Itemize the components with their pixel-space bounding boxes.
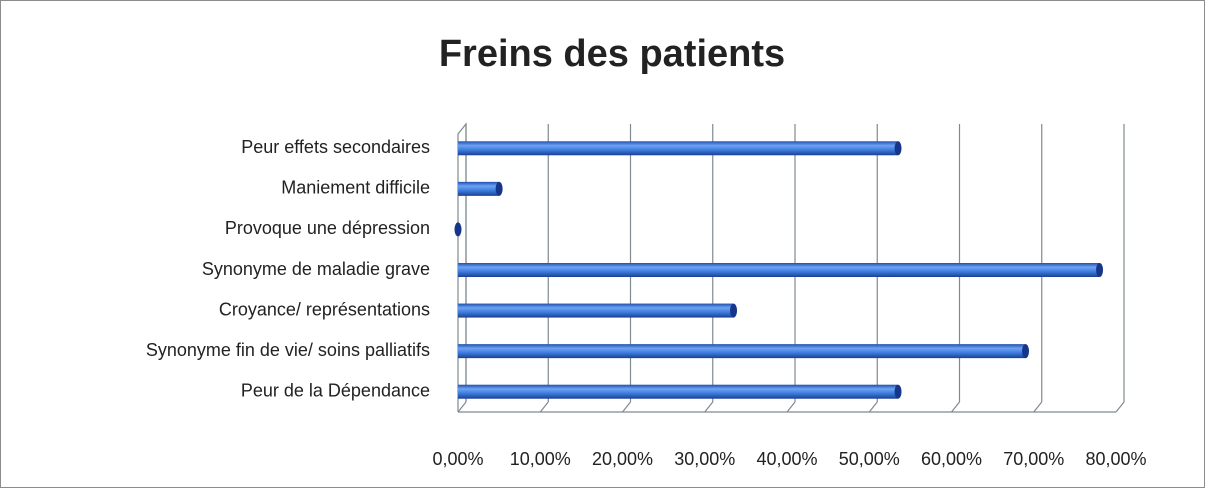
y-tick-label: Synonyme de maladie grave [202,259,430,279]
y-tick-label: Peur de la Dépendance [241,380,430,400]
grid-floor [704,401,714,413]
x-tick-label: 10,00% [510,449,571,469]
grid-floor [1115,401,1125,413]
grid-floor [539,401,549,413]
grid-floor [622,401,631,413]
bar [458,303,738,318]
x-tick-label: 80,00% [1085,449,1146,469]
x-tick-label: 30,00% [674,449,735,469]
bar [458,384,902,399]
x-tick-label: 40,00% [756,449,817,469]
bar [454,222,462,237]
bar [458,181,503,196]
y-tick-label: Provoque une dépression [225,218,430,238]
bar [458,344,1030,359]
grid-floor [951,401,960,413]
grid-floor [457,401,467,413]
bar [458,263,1104,277]
grid-floor [1033,401,1043,413]
y-tick-label: Peur effets secondaires [241,137,430,157]
grid-floor [786,401,796,413]
x-tick-label: 0,00% [432,449,483,469]
y-tick-label: Synonyme fin de vie/ soins palliatifs [146,340,430,360]
x-tick-label: 60,00% [921,449,982,469]
chart-title: Freins des patients [439,33,785,75]
x-tick-label: 50,00% [839,449,900,469]
x-tick-label: 20,00% [592,449,653,469]
x-tick-label: 70,00% [1003,449,1064,469]
y-tick-label: Croyance/ représentations [219,299,430,319]
bar [458,141,902,156]
grid-floor [868,401,878,413]
y-tick-label: Maniement difficile [281,178,430,198]
